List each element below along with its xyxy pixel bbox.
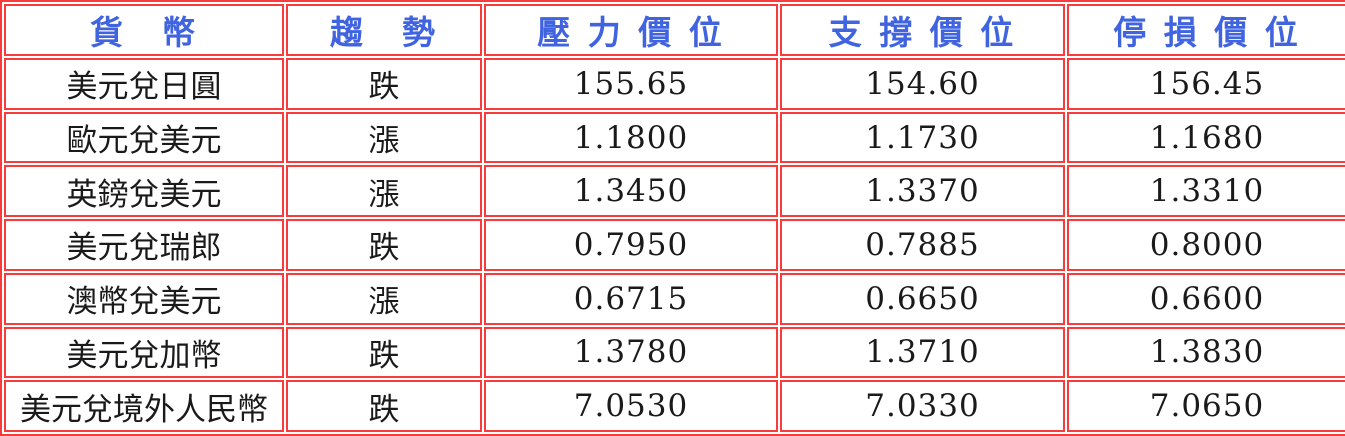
table-row: 美元兌瑞郎 跌 0.7950 0.7885 0.8000 (4, 219, 1345, 271)
table-row: 澳幣兌美元 漲 0.6715 0.6650 0.6600 (4, 272, 1345, 325)
resistance-cell: 0.7950 (484, 219, 778, 271)
column-header-support: 支 撐 價 位 (780, 4, 1065, 56)
support-cell: 154.60 (780, 58, 1065, 110)
currency-cell: 英鎊兌美元 (4, 165, 284, 218)
currency-cell: 歐元兌美元 (4, 111, 284, 164)
currency-cell: 美元兌加幣 (4, 326, 284, 379)
trend-cell: 漲 (286, 165, 482, 218)
trend-cell: 跌 (286, 58, 482, 110)
currency-cell: 美元兌日圓 (4, 58, 284, 110)
header-row: 貨 幣 趨 勢 壓 力 價 位 支 撐 價 位 停 損 價 位 (4, 4, 1345, 56)
resistance-cell: 7.0530 (484, 380, 778, 432)
stop-loss-cell: 7.0650 (1067, 380, 1345, 432)
resistance-cell: 0.6715 (484, 272, 778, 325)
table-row: 美元兌加幣 跌 1.3780 1.3710 1.3830 (4, 326, 1345, 379)
resistance-cell: 1.3450 (484, 165, 778, 218)
table-row: 美元兌境外人民幣 跌 7.0530 7.0330 7.0650 (4, 380, 1345, 432)
column-header-stop-loss: 停 損 價 位 (1067, 4, 1345, 56)
column-header-currency: 貨 幣 (4, 4, 284, 56)
trend-cell: 跌 (286, 380, 482, 432)
stop-loss-cell: 1.3310 (1067, 165, 1345, 218)
resistance-cell: 1.1800 (484, 111, 778, 164)
currency-cell: 美元兌境外人民幣 (4, 380, 284, 432)
stop-loss-cell: 1.1680 (1067, 111, 1345, 164)
trend-cell: 漲 (286, 111, 482, 164)
stop-loss-cell: 156.45 (1067, 58, 1345, 110)
resistance-cell: 1.3780 (484, 326, 778, 379)
trend-cell: 漲 (286, 272, 482, 325)
trend-cell: 跌 (286, 326, 482, 379)
currency-cell: 澳幣兌美元 (4, 272, 284, 325)
trend-cell: 跌 (286, 219, 482, 271)
stop-loss-cell: 0.6600 (1067, 272, 1345, 325)
support-cell: 7.0330 (780, 380, 1065, 432)
table-row: 歐元兌美元 漲 1.1800 1.1730 1.1680 (4, 111, 1345, 164)
column-header-trend: 趨 勢 (286, 4, 482, 56)
stop-loss-cell: 0.8000 (1067, 219, 1345, 271)
table-row: 美元兌日圓 跌 155.65 154.60 156.45 (4, 58, 1345, 110)
support-cell: 1.1730 (780, 111, 1065, 164)
support-cell: 1.3710 (780, 326, 1065, 379)
stop-loss-cell: 1.3830 (1067, 326, 1345, 379)
column-header-resistance: 壓 力 價 位 (484, 4, 778, 56)
support-cell: 0.7885 (780, 219, 1065, 271)
support-cell: 0.6650 (780, 272, 1065, 325)
support-cell: 1.3370 (780, 165, 1065, 218)
currency-cell: 美元兌瑞郎 (4, 219, 284, 271)
resistance-cell: 155.65 (484, 58, 778, 110)
table-row: 英鎊兌美元 漲 1.3450 1.3370 1.3310 (4, 165, 1345, 218)
